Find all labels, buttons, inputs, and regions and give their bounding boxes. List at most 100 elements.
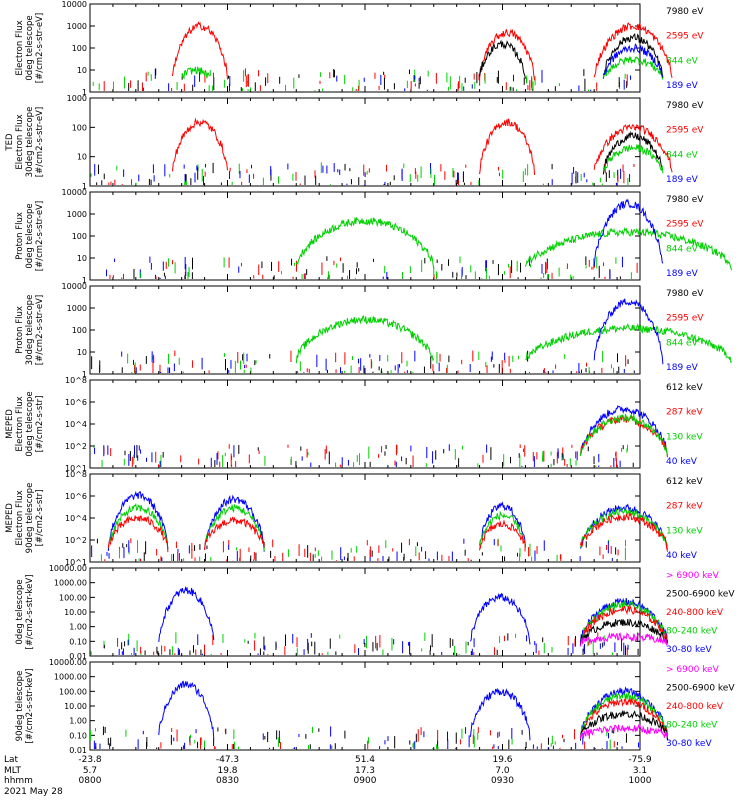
- y-tick-label: 0.01: [69, 746, 87, 755]
- legend-entry: 189 eV: [666, 81, 699, 91]
- y-tick-label: 10^6: [65, 398, 87, 407]
- y-tick-label: 10^6: [65, 492, 87, 501]
- series-line-green: [181, 66, 210, 80]
- y-tick-label: 10000: [62, 0, 87, 9]
- series-line-red: [580, 604, 668, 644]
- y-tick-label: 10: [77, 254, 87, 263]
- y-tick-label: 10^1: [65, 464, 87, 473]
- x-tick-mlt: 19.8: [217, 766, 237, 776]
- x-tick-hhmm: 0900: [354, 776, 377, 786]
- y-tick-label: 1000: [67, 304, 87, 313]
- panel-frame-ted-p-0: [89, 191, 641, 281]
- y-tick-label: 10^4: [65, 420, 87, 429]
- panel-ylabel: Electron Flux: [15, 114, 25, 169]
- y-tick-label: 10^2: [65, 536, 87, 545]
- panel-ylabel: [#/cm2-s-str-eV]: [35, 295, 45, 365]
- panel-frame-mep-p-0: [89, 567, 641, 657]
- y-tick-label: 10^8: [65, 376, 87, 385]
- series-line-blue: [158, 680, 215, 740]
- legend-entry: 7980 eV: [666, 289, 704, 299]
- panel-ylabel: 30deg telescope: [25, 295, 35, 366]
- panel-ylabel: 0deg telescope: [15, 579, 25, 644]
- series-line-red: [593, 22, 673, 78]
- y-tick-label: 100: [72, 232, 87, 241]
- panel-ylabel: [#/cm2-s-str]: [35, 396, 45, 453]
- series-line-red: [593, 123, 673, 173]
- y-tick-label: 100: [72, 326, 87, 335]
- x-tick-hhmm: 1000: [629, 776, 652, 786]
- series-line-green: [479, 510, 526, 551]
- panel-ylabel: [#/cm2-s-str-eV]: [35, 107, 45, 177]
- legend-entry: 80-240 keV: [666, 721, 718, 731]
- legend-entry: > 6900 keV: [666, 665, 720, 675]
- legend-entry: 189 eV: [666, 269, 699, 279]
- panel-ylabel: 0deg telescope: [25, 391, 35, 456]
- y-tick-label: 10: [77, 66, 87, 75]
- series-line-green: [579, 692, 668, 736]
- y-tick-label: 1: [82, 276, 87, 285]
- series-line-red: [579, 512, 668, 552]
- series-line-blue: [579, 405, 668, 456]
- series-line-green: [579, 507, 668, 548]
- y-tick-label: 1: [82, 88, 87, 97]
- y-tick-label: 1000.00: [54, 579, 87, 588]
- series-line-black: [579, 709, 668, 741]
- panel-ylabel: 0deg telescope: [25, 15, 35, 80]
- x-tick-mlt: 5.7: [83, 766, 97, 776]
- legend-entry: 2595 eV: [666, 314, 704, 324]
- panel-ylabel: Electron Flux: [15, 396, 25, 451]
- series-line-black: [602, 130, 664, 175]
- legend-entry: 844 eV: [666, 244, 699, 254]
- legend-entry: 30-80 keV: [666, 739, 712, 749]
- panel-frame-ted-p-30: [89, 285, 641, 375]
- series-line-green: [295, 315, 435, 364]
- series-line-green: [579, 413, 668, 457]
- series-line-green: [204, 504, 265, 552]
- series-line-red: [204, 516, 265, 551]
- panel-ylabel: 90deg telescope: [25, 483, 35, 554]
- legend-entry: 612 keV: [666, 383, 703, 393]
- series-line-red: [479, 118, 536, 176]
- y-tick-label: 100: [72, 44, 87, 53]
- panel-ylabel: MEPED: [5, 503, 15, 533]
- x-row-label: hhmm: [4, 776, 33, 786]
- x-row-label: 2021 May 28: [4, 787, 63, 797]
- y-tick-label: 10^4: [65, 514, 87, 523]
- panel-ylabel: 90deg telescope: [15, 671, 25, 742]
- legend-entry: 30-80 keV: [666, 645, 712, 655]
- y-tick-label: 0.10: [69, 731, 87, 740]
- series-line-blue: [469, 592, 531, 645]
- panel-frame-ted-e-0: [89, 3, 641, 93]
- x-tick-lat: -47.3: [216, 755, 239, 765]
- panel-ylabel: [#/cm2-s-str-keV]: [25, 669, 35, 744]
- legend-entry: > 6900 keV: [666, 571, 720, 581]
- x-tick-mlt: 3.1: [633, 766, 647, 776]
- series-line-blue: [593, 198, 664, 267]
- x-tick-mlt: 17.3: [355, 766, 375, 776]
- panel-frame-mep-e-90: [89, 473, 641, 563]
- x-tick-hhmm: 0930: [491, 776, 514, 786]
- series-line-blue: [479, 501, 526, 546]
- legend-entry: 130 keV: [666, 526, 703, 536]
- legend-entry: 844 eV: [666, 338, 699, 348]
- legend-entry: 2500-6900 keV: [666, 684, 735, 694]
- panel-ylabel: [#/cm2-s-str-eV]: [35, 201, 45, 271]
- y-tick-label: 10000.00: [49, 564, 87, 573]
- x-row-label: MLT: [4, 766, 22, 776]
- series-line-blue: [593, 298, 664, 365]
- x-tick-lat: 19.6: [492, 755, 512, 765]
- panel-ylabel: [#/cm2-s-str-eV]: [35, 13, 45, 83]
- y-tick-label: 10: [77, 153, 87, 162]
- series-line-green: [524, 226, 733, 271]
- legend-entry: 40 keV: [666, 551, 698, 561]
- legend-entry: 7980 eV: [666, 101, 704, 111]
- legend-entry: 2500-6900 keV: [666, 590, 735, 600]
- y-tick-label: 10^1: [65, 558, 87, 567]
- y-tick-label: 10^8: [65, 470, 87, 479]
- y-tick-label: 10000: [62, 282, 87, 291]
- series-line-blue: [602, 43, 664, 78]
- y-tick-label: 10: [77, 348, 87, 357]
- legend-entry: 2595 eV: [666, 32, 704, 42]
- panel-ylabel: Proton Flux: [15, 212, 25, 260]
- series-line-magenta: [579, 632, 668, 647]
